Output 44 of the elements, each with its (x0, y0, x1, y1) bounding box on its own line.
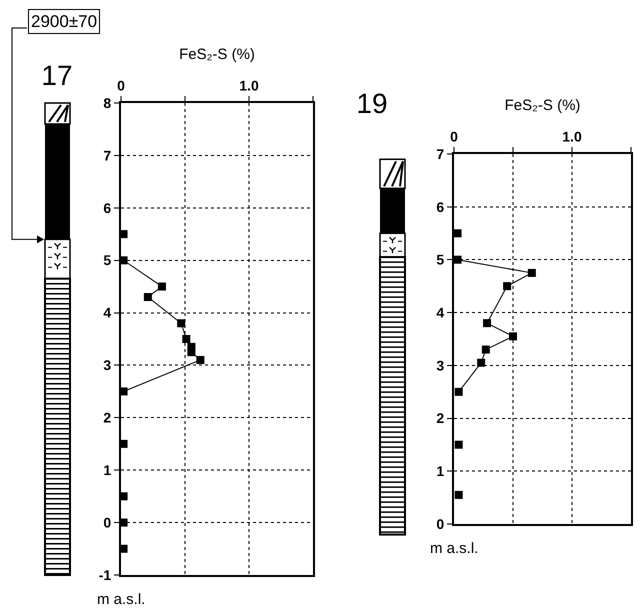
y-tick-label: 4 (103, 304, 112, 321)
point (503, 282, 512, 290)
y-tick-label: 4 (436, 304, 444, 320)
point (182, 335, 190, 343)
x-axis-title: FeS₂-S (%) (179, 46, 255, 64)
y-tick-label: 7 (436, 146, 444, 162)
y-tick-label: 8 (103, 94, 112, 111)
y-tick-label: 0 (436, 516, 444, 532)
y-tick-label: 0 (103, 514, 112, 530)
point (528, 268, 536, 277)
point (509, 332, 517, 340)
y-tick-label: 7 (103, 147, 112, 164)
chart-title: 17 (41, 60, 73, 91)
point (454, 256, 462, 264)
point (187, 348, 196, 356)
y-tick-label: 2 (103, 410, 112, 426)
y-tick-label: 6 (436, 198, 444, 215)
text: 2900±70 (31, 12, 98, 31)
point (177, 319, 186, 328)
y-tick-label: 3 (103, 357, 112, 374)
x-axis-title: FeS₂-S (%) (504, 97, 580, 114)
y-tick-label: 2 (436, 410, 444, 426)
point (144, 293, 152, 302)
y-tick-label: 5 (436, 252, 444, 268)
y-axis-title: m a.s.l. (430, 540, 478, 557)
point (477, 358, 486, 367)
point (454, 388, 463, 396)
chart-title: 19 (356, 88, 388, 119)
x-tick-label: 1.0 (239, 77, 259, 94)
y-tick-label: -1 (98, 566, 112, 583)
point (158, 282, 166, 291)
point (454, 490, 463, 499)
point (482, 346, 490, 354)
y-tick-label: 1 (436, 463, 444, 480)
y-tick-label: 5 (103, 252, 112, 268)
x-tick-label: 1.0 (562, 128, 582, 144)
point (483, 319, 492, 328)
point (454, 229, 462, 238)
y-tick-label: 1 (103, 462, 112, 478)
point (454, 440, 463, 449)
y-axis-title: m a.s.l. (97, 591, 146, 608)
point (196, 356, 204, 364)
y-tick-label: 3 (436, 357, 444, 374)
y-tick-label: 6 (103, 200, 112, 216)
